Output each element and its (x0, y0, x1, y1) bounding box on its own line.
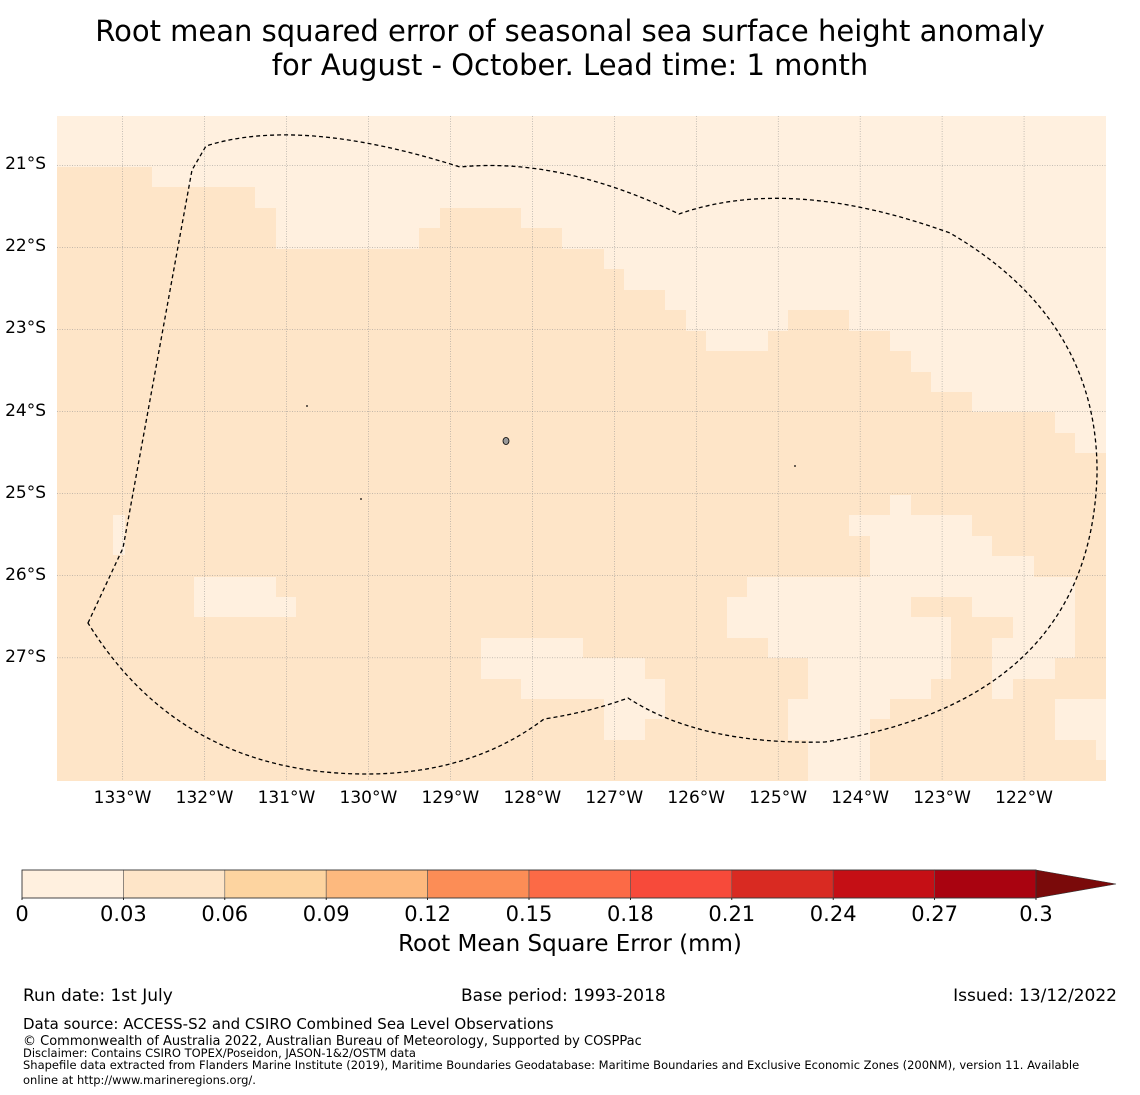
latitude-label: 26°S (5, 564, 46, 585)
low-error-cells (57, 116, 1106, 781)
latitude-label: 27°S (5, 646, 46, 667)
map-figure (21, 116, 1117, 900)
colorbar-tick-label: 0.06 (201, 902, 249, 926)
colorbar-bin (325, 869, 428, 899)
latitude-label: 23°S (5, 318, 46, 339)
low-error-patch-east (727, 495, 1075, 781)
colorbar-tick-label: 0.15 (505, 902, 553, 926)
longitude-label: 128°W (503, 788, 562, 808)
shapefile-credit-line-2: online at http://www.marineregions.org/. (23, 1073, 256, 1087)
colorbar-tick-label: 0.03 (100, 902, 147, 926)
longitude-label: 131°W (257, 788, 316, 808)
run-date: Run date: 1st July (23, 986, 173, 1006)
colorbar-bin (224, 869, 327, 899)
colorbar-tick-label: 0.21 (708, 902, 756, 926)
longitude-label: 129°W (421, 788, 480, 808)
copyright-notice: © Commonwealth of Australia 2022, Austra… (23, 1034, 642, 1049)
title-line-1: Root mean squared error of seasonal sea … (95, 14, 1045, 48)
colorbar-tick-label: 0 (15, 902, 29, 926)
colorbar-bin (21, 869, 124, 899)
longitude-label: 124°W (831, 788, 890, 808)
colorbar-tick-label: 0.12 (404, 902, 451, 926)
island-henderson (306, 405, 308, 407)
colorbar-tick-label: 0.27 (911, 902, 958, 926)
colorbar-bin (832, 869, 935, 899)
chart-title: Root mean squared error of seasonal sea … (0, 14, 1140, 82)
colorbar-bin (934, 869, 1037, 899)
island-ducie (502, 437, 510, 445)
latitude-label: 25°S (5, 482, 46, 503)
low-error-patch-south-central (481, 638, 665, 740)
low-error-patch-southeast (1055, 699, 1106, 760)
longitude-label: 122°W (995, 788, 1053, 808)
disclaimer: Disclaimer: Contains CSIRO TOPEX/Poseido… (23, 1046, 416, 1060)
longitude-label: 123°W (913, 788, 971, 808)
longitude-label: 130°W (339, 788, 398, 808)
colorbar (21, 869, 1117, 900)
low-error-patch-west (194, 577, 296, 617)
longitude-label: 133°W (93, 788, 152, 808)
graticule (57, 116, 1106, 781)
colorbar-bin (123, 869, 226, 899)
base-period: Base period: 1993-2018 (461, 986, 666, 1006)
longitude-label: 125°W (749, 788, 808, 808)
colorbar-tick-label: 0.18 (607, 902, 654, 926)
low-error-region-north (57, 116, 1106, 453)
latitude-label: 22°S (5, 236, 46, 257)
longitude-label: 126°W (667, 788, 726, 808)
colorbar-label: Root Mean Square Error (mm) (398, 931, 742, 957)
longitude-label: 127°W (585, 788, 644, 808)
low-error-patch-west-edge (113, 515, 125, 555)
colorbar-tick-label: 0.3 (1019, 902, 1053, 926)
title-line-2: for August - October. Lead time: 1 month (271, 48, 869, 82)
island-pitcairn (360, 498, 362, 500)
latitude-label: 24°S (5, 400, 46, 421)
map-panel (57, 116, 1106, 781)
latitude-label: 21°S (5, 154, 46, 175)
colorbar-bin (630, 869, 733, 899)
colorbar-extend-arrow (1035, 869, 1117, 899)
colorbar-bin (427, 869, 530, 899)
longitude-label: 132°W (175, 788, 234, 808)
colorbar-bin (731, 869, 834, 899)
colorbar-tick-label: 0.24 (809, 902, 857, 926)
island-oeno (794, 465, 796, 467)
colorbar-tick-label: 0.09 (302, 902, 350, 926)
issued-date: Issued: 13/12/2022 (953, 986, 1117, 1006)
data-source: Data source: ACCESS-S2 and CSIRO Combine… (23, 1015, 554, 1033)
shapefile-credit-line-1: Shapefile data extracted from Flanders M… (23, 1058, 1080, 1072)
eez-boundary (87, 134, 1098, 775)
colorbar-bin (528, 869, 631, 899)
